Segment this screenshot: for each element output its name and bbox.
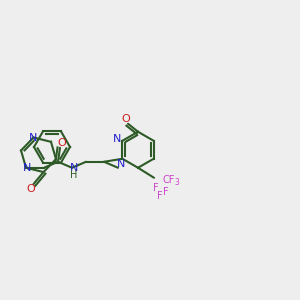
Text: O: O [122, 114, 130, 124]
Text: F: F [153, 183, 159, 193]
Text: O: O [26, 184, 35, 194]
Text: N: N [70, 163, 78, 173]
Text: N: N [113, 134, 122, 144]
Text: F: F [157, 191, 163, 201]
Text: CF: CF [162, 175, 174, 185]
Text: H: H [70, 170, 78, 180]
Text: F: F [163, 187, 169, 197]
Text: 3: 3 [174, 178, 179, 187]
Text: N: N [23, 163, 31, 173]
Text: N: N [29, 133, 38, 142]
Text: O: O [58, 138, 66, 148]
Text: N: N [117, 159, 126, 169]
